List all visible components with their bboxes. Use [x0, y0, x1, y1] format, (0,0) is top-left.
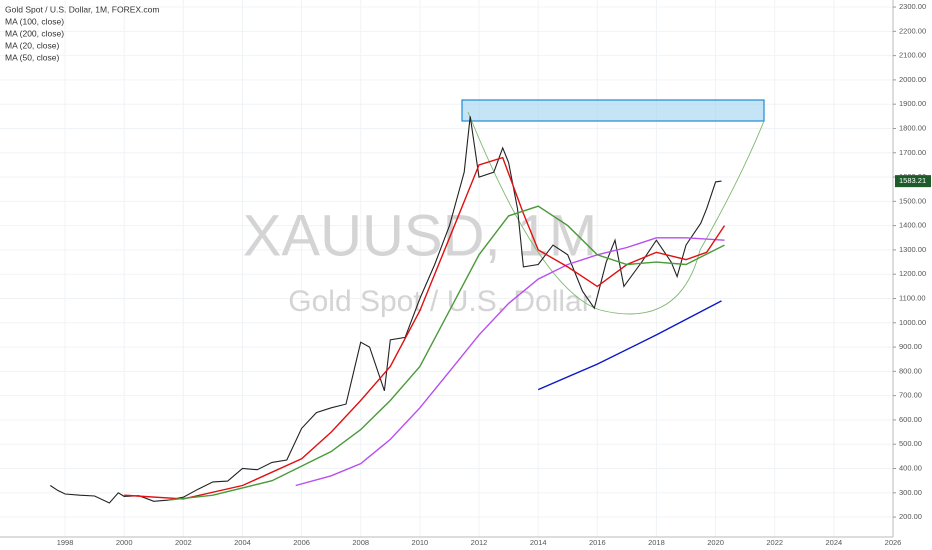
y-tick-label: 1300.00 — [899, 245, 926, 254]
ticks: 200.00 300.00 400.00 500.00 600.00 700.00 800.… — [5, 2, 931, 547]
x-tick-label: 2022 — [766, 538, 783, 547]
x-tick-label: 2008 — [352, 538, 369, 547]
x-tick-label: 2004 — [234, 538, 251, 547]
y-tick-label: 400.00 — [899, 463, 922, 472]
price-label: 1583.21 — [899, 176, 926, 185]
y-tick-label: 2200.00 — [899, 26, 926, 35]
legend-entry: MA (20, close) — [5, 40, 59, 50]
y-tick-label: 800.00 — [899, 366, 922, 375]
watermark-name: Gold Spot / U.S. Dollar — [288, 285, 591, 318]
x-tick-label: 2020 — [707, 538, 724, 547]
price-line — [49, 116, 722, 504]
y-tick-label: 1800.00 — [899, 123, 926, 132]
x-tick-label: 2016 — [589, 538, 606, 547]
x-tick-label: 2002 — [175, 538, 192, 547]
x-tick-label: 2018 — [648, 538, 665, 547]
watermark-symbol: XAUUSD, 1M — [243, 203, 598, 268]
y-tick-label: 1200.00 — [899, 269, 926, 278]
series-group — [49, 116, 726, 504]
zone-rectangle — [461, 99, 765, 122]
price-label-box — [895, 175, 931, 188]
y-tick-label: 1500.00 — [899, 196, 926, 205]
y-tick-label: 2100.00 — [899, 51, 926, 60]
ma-line — [168, 205, 725, 501]
x-tick-label: 2000 — [116, 538, 133, 547]
y-tick-label: 700.00 — [899, 391, 922, 400]
legend-entry: MA (200, close) — [5, 28, 64, 38]
x-tick-label: 2010 — [412, 538, 429, 547]
x-tick-label: 2014 — [530, 538, 547, 547]
ma-line — [295, 237, 725, 487]
x-tick-label: 2026 — [885, 538, 902, 547]
y-tick-label: 600.00 — [899, 415, 922, 424]
x-tick-label: 2006 — [293, 538, 310, 547]
x-tick-label: 2024 — [826, 538, 843, 547]
y-tick-label: 1400.00 — [899, 221, 926, 230]
y-tick-label: 2300.00 — [899, 2, 926, 11]
x-tick-label: 1998 — [57, 538, 74, 547]
y-tick-label: 500.00 — [899, 439, 922, 448]
legend-entry: MA (100, close) — [5, 16, 64, 26]
ma-line — [124, 156, 726, 500]
y-tick-label: 1100.00 — [899, 293, 926, 302]
chart-title: Gold Spot / U.S. Dollar, 1M, FOREX.com — [5, 4, 159, 14]
ma-line — [537, 300, 722, 391]
y-tick-label: 1700.00 — [899, 148, 926, 157]
x-tick-label: 2012 — [471, 538, 488, 547]
legend-entry: MA (50, close) — [5, 52, 59, 62]
y-tick-label: 1000.00 — [899, 318, 926, 327]
y-tick-label: 300.00 — [899, 488, 922, 497]
arc-drawing — [467, 111, 765, 315]
y-tick-label: 200.00 — [899, 512, 922, 521]
y-tick-label: 900.00 — [899, 342, 922, 351]
grid — [0, 0, 894, 537]
y-tick-label: 1900.00 — [899, 99, 926, 108]
y-tick-label: 2000.00 — [899, 75, 926, 84]
